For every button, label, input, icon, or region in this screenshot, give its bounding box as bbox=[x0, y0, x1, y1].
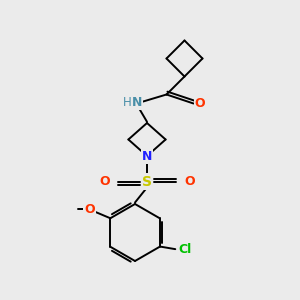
Text: O: O bbox=[99, 175, 110, 188]
Text: O: O bbox=[84, 203, 94, 216]
Text: S: S bbox=[142, 175, 152, 188]
Text: N: N bbox=[142, 150, 152, 163]
Text: N: N bbox=[132, 96, 142, 109]
Text: H: H bbox=[122, 96, 131, 109]
Text: O: O bbox=[184, 175, 195, 188]
Text: Cl: Cl bbox=[179, 243, 192, 256]
Text: O: O bbox=[195, 97, 206, 110]
